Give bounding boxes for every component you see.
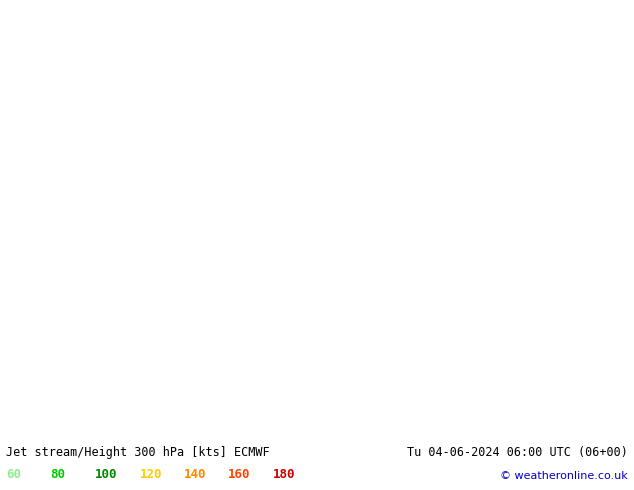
Text: 120: 120 xyxy=(139,468,162,481)
Text: 180: 180 xyxy=(273,468,295,481)
Text: Jet stream/Height 300 hPa [kts] ECMWF: Jet stream/Height 300 hPa [kts] ECMWF xyxy=(6,446,270,459)
Text: 80: 80 xyxy=(51,468,66,481)
Text: 160: 160 xyxy=(228,468,250,481)
Text: 100: 100 xyxy=(95,468,117,481)
Text: Tu 04-06-2024 06:00 UTC (06+00): Tu 04-06-2024 06:00 UTC (06+00) xyxy=(407,446,628,459)
Text: 60: 60 xyxy=(6,468,22,481)
Text: © weatheronline.co.uk: © weatheronline.co.uk xyxy=(500,471,628,481)
Text: 140: 140 xyxy=(184,468,206,481)
